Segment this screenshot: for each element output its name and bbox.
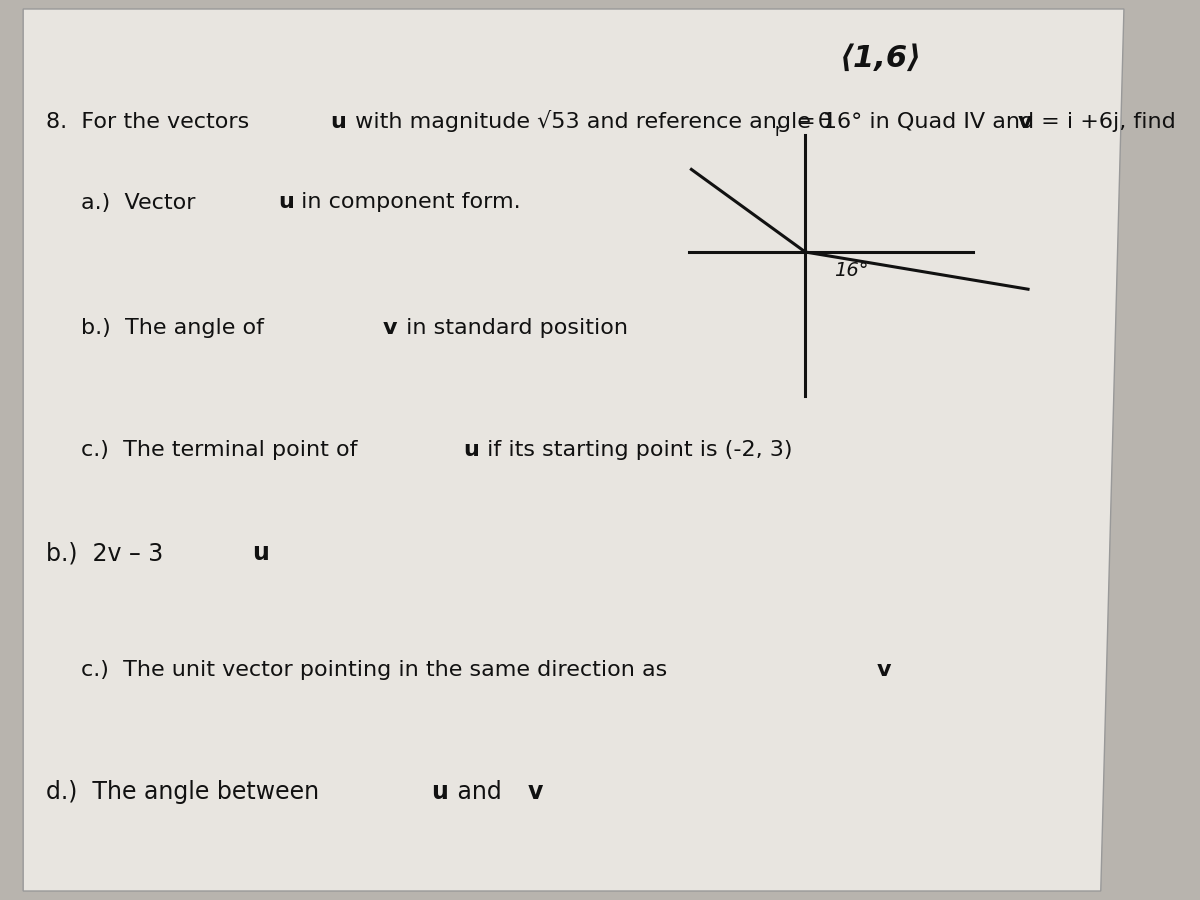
Text: d.)  The angle between: d.) The angle between xyxy=(47,780,326,804)
Polygon shape xyxy=(23,9,1124,891)
Text: 16°: 16° xyxy=(834,260,869,280)
Text: = i +6j, find: = i +6j, find xyxy=(1033,112,1175,131)
Text: a.)  Vector: a.) Vector xyxy=(82,193,203,212)
Text: if its starting point is (-2, 3): if its starting point is (-2, 3) xyxy=(480,440,792,460)
Text: v: v xyxy=(527,780,542,804)
Text: in standard position: in standard position xyxy=(398,319,628,338)
Text: with magnitude √53 and reference angle θ: with magnitude √53 and reference angle θ xyxy=(348,111,832,132)
Text: and: and xyxy=(450,780,509,804)
Text: = 16° in Quad IV and: = 16° in Quad IV and xyxy=(791,112,1042,131)
Text: ⟨1,6⟩: ⟨1,6⟩ xyxy=(840,44,922,73)
Text: u: u xyxy=(330,112,346,131)
Text: u: u xyxy=(431,780,448,804)
Text: 8.  For the vectors: 8. For the vectors xyxy=(47,112,257,131)
Text: u: u xyxy=(252,542,270,565)
Text: c.)  The unit vector pointing in the same direction as: c.) The unit vector pointing in the same… xyxy=(82,661,674,680)
Text: u: u xyxy=(463,440,479,460)
Text: v: v xyxy=(1018,112,1032,131)
Text: in component form.: in component form. xyxy=(294,193,521,212)
Text: u: u xyxy=(278,193,294,212)
Text: b.)  The angle of: b.) The angle of xyxy=(82,319,271,338)
Text: v: v xyxy=(877,661,892,680)
Text: b.)  2v – 3: b.) 2v – 3 xyxy=(47,542,163,565)
Text: c.)  The terminal point of: c.) The terminal point of xyxy=(82,440,365,460)
Text: v: v xyxy=(383,319,397,338)
Text: r: r xyxy=(774,122,781,140)
